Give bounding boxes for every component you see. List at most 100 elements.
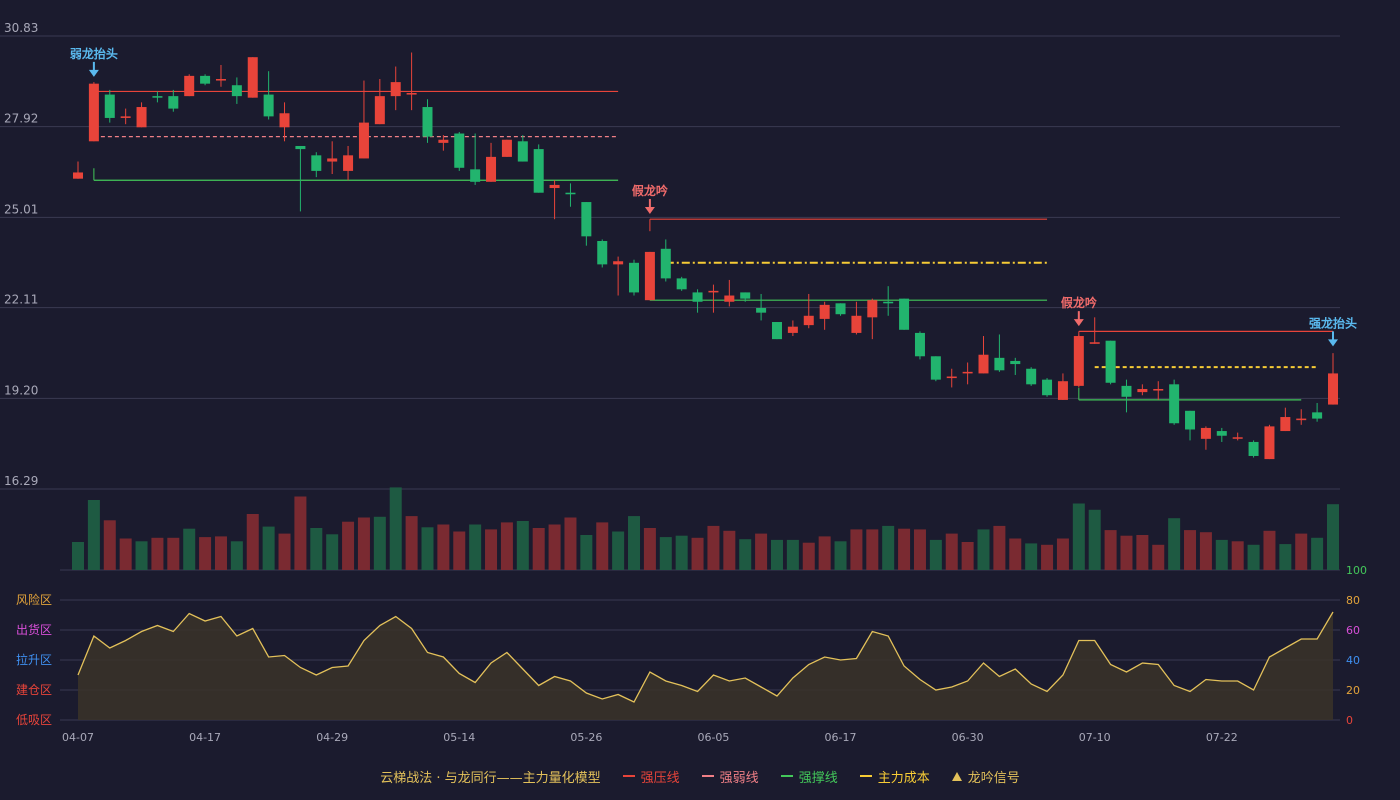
candle-body: [644, 251, 655, 301]
volume-bar: [532, 528, 545, 570]
candle-body: [1057, 381, 1068, 400]
legend-item-resistance[interactable]: 强压线: [622, 767, 680, 786]
volume-bar: [1168, 518, 1181, 570]
candle-body: [247, 57, 258, 98]
candle-body: [1089, 342, 1100, 344]
volume-bar: [1072, 503, 1085, 570]
candle-body: [978, 354, 989, 374]
volume-bar: [310, 528, 323, 570]
candle-body: [851, 315, 862, 333]
volume-bar: [723, 530, 736, 570]
volume-bar: [612, 531, 625, 570]
volume-bar: [469, 524, 482, 570]
volume-bar: [485, 529, 498, 570]
volume-bar: [183, 528, 196, 570]
signal-label: 假龙吟: [632, 183, 668, 198]
legend-item-cost[interactable]: 主力成本: [859, 767, 930, 786]
candle-body: [1042, 379, 1053, 396]
x-tick-label: 04-17: [189, 731, 221, 744]
legend-item-signal[interactable]: 龙吟信号: [951, 767, 1020, 786]
volume-bar: [119, 538, 132, 570]
price-tick-label: 30.83: [4, 21, 38, 35]
volume-bar: [1009, 538, 1022, 570]
volume-bar: [1311, 537, 1324, 570]
volume-bar: [294, 496, 307, 570]
candle-body: [454, 133, 465, 168]
x-tick-label: 05-14: [443, 731, 475, 744]
price-tick-label: 22.11: [4, 293, 38, 307]
price-tick-label: 25.01: [4, 202, 38, 216]
volume-bar: [1025, 543, 1038, 570]
candle-body: [343, 155, 354, 171]
volume-bar: [802, 542, 815, 570]
candle-body: [930, 356, 941, 380]
candle-body: [708, 290, 719, 293]
volume-bar: [135, 541, 148, 570]
candle-body: [1137, 388, 1148, 393]
signal-arrow-down-icon: [644, 206, 655, 214]
x-tick-label: 06-17: [825, 731, 857, 744]
volume-bar: [707, 525, 720, 570]
volume-bar: [1184, 530, 1197, 570]
candle-body: [152, 96, 163, 98]
candle-body: [1312, 412, 1323, 419]
candle-body: [1296, 418, 1307, 421]
volume-bar: [1295, 533, 1308, 570]
volume-bar: [739, 539, 752, 570]
candle-body: [263, 94, 274, 117]
volume-bar: [389, 487, 402, 570]
candle-body: [581, 202, 592, 237]
candle-body: [803, 315, 814, 326]
volume-bar: [437, 524, 450, 570]
candle-body: [660, 248, 671, 279]
legend-resistance-swatch: [622, 775, 635, 777]
candle-body: [1264, 426, 1275, 460]
volume-bar: [230, 541, 243, 570]
candle-body: [1200, 427, 1211, 439]
candle-body: [946, 376, 957, 379]
legend: 云梯战法 · 与龙同行——主力量化模型 强压线 强弱线 强撑线 主力成本 龙吟信…: [0, 766, 1400, 786]
osc-zone-label: 风险区: [16, 592, 52, 607]
legend-item-weak[interactable]: 强弱线: [701, 767, 759, 786]
candle-body: [914, 332, 925, 357]
legend-support-swatch: [780, 775, 793, 777]
triangle-icon: [951, 771, 962, 781]
volume-bar: [1247, 544, 1260, 570]
volume-bar: [1104, 530, 1117, 570]
candle-body: [374, 96, 385, 125]
volume-bar: [326, 534, 339, 570]
volume-bar: [1041, 544, 1054, 570]
volume-bar: [564, 517, 577, 570]
legend-item-support[interactable]: 强撑线: [780, 767, 838, 786]
osc-tick-label: 0: [1346, 714, 1353, 727]
volume-bar: [818, 536, 831, 570]
volume-bar: [278, 533, 291, 570]
volume-bar: [548, 524, 561, 570]
volume-bar: [977, 529, 990, 570]
signal-arrow-down-icon: [88, 69, 99, 77]
osc-tick-label: 80: [1346, 594, 1360, 607]
candle-body: [533, 149, 544, 193]
volume-bar: [1199, 532, 1212, 570]
candle-body: [1073, 336, 1084, 386]
candle-body: [1169, 384, 1180, 424]
volume-bar: [516, 521, 529, 570]
legend-title: 云梯战法 · 与龙同行——主力量化模型: [380, 770, 601, 786]
kline-chart: 30.83 27.92 25.01 22.11 19.20 16.29 100 80 60 40 2…: [0, 21, 1367, 744]
candle-body: [136, 107, 147, 128]
volume-bar: [1056, 538, 1069, 570]
candle-body: [899, 298, 910, 330]
volume-bar: [199, 537, 212, 570]
volume-bar: [850, 529, 863, 570]
candle-body: [1280, 417, 1291, 432]
volume-bar: [1327, 504, 1339, 570]
volume-bar: [961, 542, 974, 570]
candle-body: [390, 82, 401, 97]
osc-zone-label: 出货区: [16, 622, 52, 637]
volume-bar: [405, 516, 418, 570]
volume-bar: [1215, 539, 1228, 570]
candle-body: [327, 158, 338, 162]
oscillator-area: [78, 612, 1333, 720]
candle-body: [295, 145, 306, 150]
